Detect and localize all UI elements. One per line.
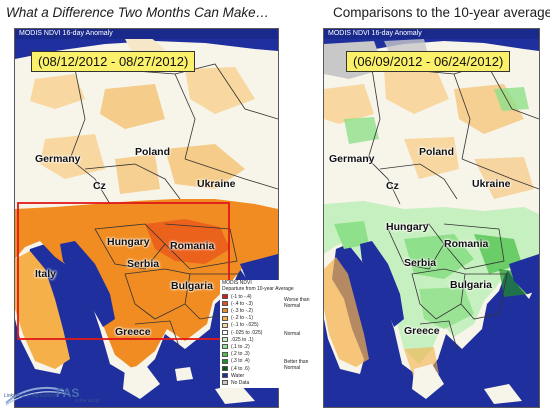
map-panel-left: MODIS NDVI 16-day Anomaly (08/12/2012 - … bbox=[14, 28, 279, 408]
legend-category-normal: Normal bbox=[284, 331, 301, 337]
legend-swatch bbox=[222, 315, 228, 321]
legend-title-line2: Departure from 10-year Average bbox=[222, 286, 294, 292]
legend-swatch bbox=[222, 301, 228, 307]
label-germany-right: Germany bbox=[329, 153, 375, 165]
legend-entry-label: (.4 to .6) bbox=[231, 365, 250, 372]
legend-entry-label: (-.3 to -.2) bbox=[231, 307, 253, 314]
legend-entry: (.4 to .6) bbox=[222, 365, 250, 372]
usda-fas-logo-icon bbox=[5, 386, 71, 406]
legend-entry: (-.2 to -.1) bbox=[222, 315, 253, 322]
legend-entry-label: (-.1 to -.025) bbox=[231, 322, 259, 329]
legend-entry: (.2 to .3) bbox=[222, 351, 250, 358]
label-hungary: Hungary bbox=[107, 236, 150, 248]
label-italy: Italy bbox=[35, 268, 57, 280]
label-czech: Cz bbox=[93, 180, 106, 192]
headline-left: What a Difference Two Months Can Make… bbox=[6, 5, 270, 20]
legend-entry-label: (-.4 to -.3) bbox=[231, 300, 253, 307]
label-romania-right: Romania bbox=[444, 238, 489, 250]
label-serbia: Serbia bbox=[127, 258, 160, 270]
legend-swatch bbox=[222, 294, 228, 299]
legend-category-better: Better than Normal bbox=[284, 359, 309, 371]
legend-swatch bbox=[222, 366, 228, 371]
map-header-left: MODIS NDVI 16-day Anomaly bbox=[15, 29, 278, 39]
label-greece: Greece bbox=[115, 326, 151, 338]
label-ukraine: Ukraine bbox=[197, 178, 236, 190]
legend-entry-label: .025 to .1) bbox=[231, 336, 254, 343]
legend-category-worse: Worse than Normal bbox=[284, 297, 310, 309]
logo-tagline: Linking U.S. Agriculture bbox=[4, 393, 57, 399]
map-panel-right: MODIS NDVI 16-day Anomaly (06/09/2012 - … bbox=[323, 28, 540, 408]
legend-swatch bbox=[222, 351, 228, 357]
legend-entry: (-.3 to -.2) bbox=[222, 307, 253, 314]
legend-entry-label: (.1 to .2) bbox=[231, 343, 250, 350]
legend-entry: Water bbox=[222, 372, 244, 379]
legend-entry-label: (-.2 to -.1) bbox=[231, 315, 253, 322]
label-germany: Germany bbox=[35, 153, 81, 165]
date-range-right: (06/09/2012 - 06/24/2012) bbox=[346, 51, 511, 72]
legend-swatch bbox=[222, 322, 228, 328]
legend-swatch bbox=[222, 330, 228, 335]
legend-entry: (-1 to -.4) bbox=[222, 293, 252, 300]
label-hungary-right: Hungary bbox=[386, 221, 429, 233]
logo-subtitle: to the World bbox=[75, 398, 100, 403]
legend-entry-label: No Data bbox=[231, 379, 250, 386]
label-ukraine-right: Ukraine bbox=[472, 178, 511, 190]
label-bulgaria-right: Bulgaria bbox=[450, 279, 493, 291]
legend-entry: (-.4 to -.3) bbox=[222, 300, 253, 307]
legend-entry-label: Water bbox=[231, 372, 245, 379]
legend-entry: (.3 to .4) bbox=[222, 358, 250, 365]
legend-swatch bbox=[222, 344, 228, 350]
legend-entry: (.1 to .2) bbox=[222, 343, 250, 350]
legend-swatch bbox=[222, 358, 228, 364]
label-romania: Romania bbox=[170, 240, 215, 252]
label-poland: Poland bbox=[135, 146, 171, 158]
legend-entry-label: (.2 to .3) bbox=[231, 351, 250, 358]
ndvi-legend: MODIS NDVI Departure from 10-year Averag… bbox=[220, 280, 318, 388]
logo-fas: FAS bbox=[56, 386, 80, 400]
label-greece-right: Greece bbox=[404, 325, 440, 337]
legend-entry: .025 to .1) bbox=[222, 336, 254, 343]
label-bulgaria: Bulgaria bbox=[171, 280, 214, 292]
legend-entry: (-.025 to .025) bbox=[222, 329, 262, 336]
legend-swatch bbox=[222, 373, 228, 379]
legend-entry-label: (.3 to .4) bbox=[231, 358, 250, 365]
date-range-left: (08/12/2012 - 08/27/2012) bbox=[31, 51, 196, 72]
legend-swatch bbox=[222, 308, 228, 314]
headline-right: Comparisons to the 10-year average bbox=[333, 5, 550, 20]
ndvi-map-right bbox=[324, 29, 539, 407]
label-serbia-right: Serbia bbox=[404, 257, 437, 269]
ndvi-map-left bbox=[15, 29, 278, 407]
legend-entry: (-.1 to -.025) bbox=[222, 322, 259, 329]
legend-swatch bbox=[222, 337, 228, 343]
label-poland-right: Poland bbox=[419, 146, 455, 158]
legend-swatch bbox=[222, 380, 228, 386]
map-header-right: MODIS NDVI 16-day Anomaly bbox=[324, 29, 539, 39]
legend-title-line1: MODIS NDVI bbox=[222, 280, 252, 286]
legend-entry: No Data bbox=[222, 379, 249, 386]
label-czech-right: Cz bbox=[386, 180, 399, 192]
legend-entry-label: (-.025 to .025) bbox=[231, 329, 263, 336]
legend-entry-label: (-1 to -.4) bbox=[231, 293, 252, 300]
